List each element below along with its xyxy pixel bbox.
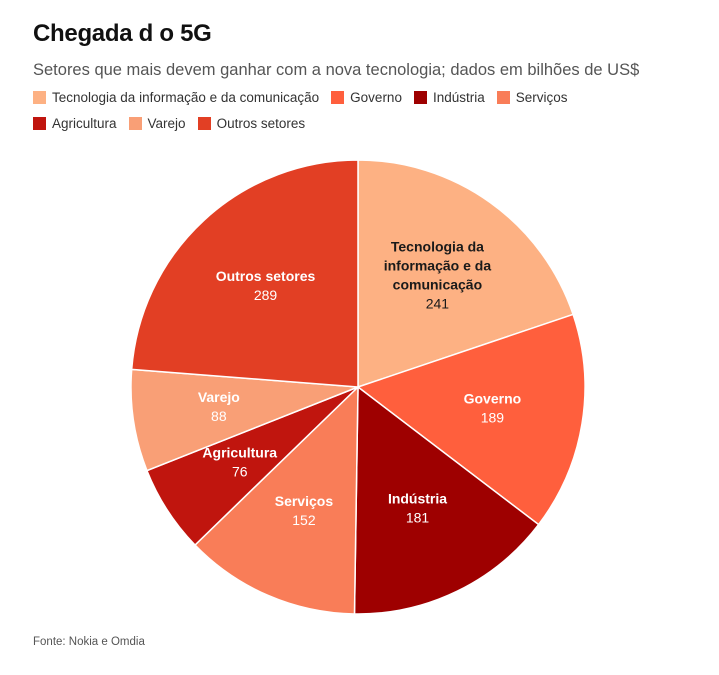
legend-swatch <box>197 116 211 130</box>
slice-label-group: Outros setores 289 <box>216 268 316 303</box>
slice-label-group: Varejo 88 <box>198 389 240 424</box>
slice-value-label: 152 <box>292 512 316 528</box>
slice-label: Agricultura <box>202 445 277 461</box>
source-note: Fonte: Nokia e Omdia <box>33 636 145 648</box>
legend-label: Serviços <box>515 89 568 105</box>
slice-value-label: 189 <box>481 409 505 425</box>
slice-label-group: Governo 189 <box>464 390 522 425</box>
pie-slice <box>353 385 540 615</box>
legend-swatch <box>413 90 427 104</box>
pie-slice <box>357 159 575 389</box>
legend-swatch <box>496 90 510 104</box>
legend-label: Governo <box>350 89 402 105</box>
legend-label: Agricultura <box>52 115 117 131</box>
legend-label: Varejo <box>147 115 186 131</box>
legend-item: Tecnologia da informação e da comunicaçã… <box>33 88 319 106</box>
legend-item: Varejo <box>128 114 186 132</box>
slice-value-label: 289 <box>254 287 278 303</box>
legend-label: Indústria <box>432 89 485 105</box>
legend-item: Outros setores <box>197 114 306 132</box>
slice-label: Serviços <box>275 493 334 509</box>
legend-label: Outros setores <box>216 115 306 131</box>
chart-legend: Tecnologia da informação e da comunicaçã… <box>33 88 693 132</box>
slice-value-label: 241 <box>426 296 450 312</box>
legend-swatch <box>331 90 345 104</box>
slice-label: Governo <box>464 390 522 406</box>
chart-title: Chegada d o 5G <box>33 20 212 47</box>
slice-label: Tecnologia da <box>391 239 484 255</box>
legend-item: Serviços <box>496 88 568 106</box>
slice-value-label: 88 <box>211 408 227 424</box>
slice-label-group: Indústria 181 <box>388 491 447 526</box>
pie-slice <box>356 313 586 526</box>
legend-item: Indústria <box>413 88 485 106</box>
slice-label: informação e da <box>384 258 492 274</box>
pie-slice <box>130 368 359 472</box>
legend-item: Agricultura <box>33 114 117 132</box>
slice-label: Indústria <box>388 491 447 507</box>
slice-value-label: 76 <box>232 464 248 480</box>
pie-slice <box>130 159 359 388</box>
slice-label: Outros setores <box>216 268 316 284</box>
legend-swatch <box>128 116 142 130</box>
slice-label-group: Serviços 152 <box>275 493 334 528</box>
slice-value-label: 181 <box>406 510 430 526</box>
slice-label: comunicação <box>393 277 482 293</box>
pie-slice <box>193 385 359 615</box>
chart-subtitle: Setores que mais devem ganhar com a nova… <box>33 61 640 79</box>
legend-swatch <box>33 116 46 130</box>
legend-item: Governo <box>331 88 402 106</box>
legend-swatch <box>33 90 46 104</box>
slice-label-group: Tecnologia da informação e da comunicação 2… <box>384 239 492 312</box>
slice-label: Varejo <box>198 389 240 405</box>
slice-label-group: Agricultura 76 <box>202 445 277 480</box>
legend-label: Tecnologia da informação e da comunicaçã… <box>52 89 320 105</box>
